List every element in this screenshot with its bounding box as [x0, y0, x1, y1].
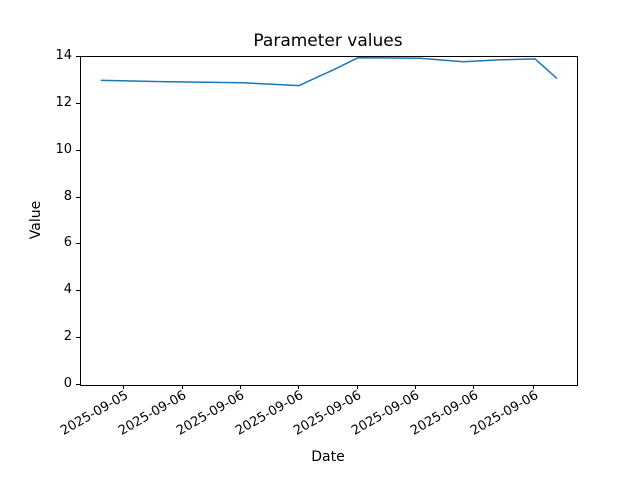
y-tick-label: 6 — [63, 235, 72, 251]
x-tick-mark — [123, 385, 125, 389]
y-tick-label: 10 — [55, 141, 72, 157]
y-tick-label: 4 — [63, 282, 72, 298]
y-tick-mark — [76, 102, 80, 104]
x-tick-mark — [356, 385, 358, 389]
y-tick-label: 8 — [63, 188, 72, 204]
y-tick-mark — [76, 384, 80, 385]
x-tick-mark — [240, 385, 241, 389]
x-axis-label: Date — [311, 449, 345, 465]
y-tick-mark — [76, 337, 80, 339]
y-tick-mark — [76, 290, 80, 292]
y-axis-label: Value — [28, 200, 44, 240]
x-tick-label: 2025-09-06 — [467, 388, 541, 439]
y-tick-label: 2 — [63, 329, 72, 345]
x-tick-mark — [533, 385, 535, 389]
y-tick-mark — [76, 196, 80, 198]
y-tick-mark — [76, 243, 80, 245]
y-tick-mark — [76, 149, 80, 151]
y-tick-label: 12 — [55, 94, 72, 110]
plot-area — [80, 56, 578, 386]
x-tick-mark — [181, 385, 183, 389]
x-tick-mark — [414, 385, 416, 389]
x-tick-mark — [298, 385, 300, 389]
y-tick-mark — [76, 56, 80, 57]
y-tick-label: 14 — [55, 48, 72, 63]
x-tick-mark — [473, 385, 475, 389]
line-series — [100, 57, 558, 87]
chart-title: Parameter values — [253, 31, 403, 51]
y-tick-label: 0 — [63, 376, 72, 391]
